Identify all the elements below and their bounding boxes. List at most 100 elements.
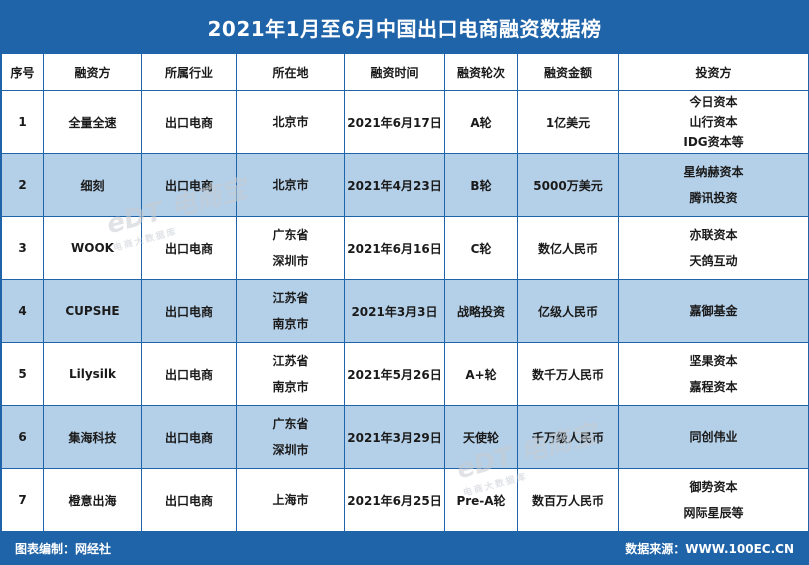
chart-credit: 图表编制：网经社 bbox=[15, 542, 112, 556]
investor-line: 御势资本 bbox=[689, 480, 738, 494]
column-header-industry: 所属行业 bbox=[141, 53, 237, 91]
table-title: 2021年1月至6月中国出口电商融资数据榜 bbox=[1, 1, 808, 53]
cell-amount: 亿级人民币 bbox=[517, 279, 619, 343]
cell-no: 2 bbox=[1, 153, 44, 217]
location-line: 广东省 bbox=[272, 228, 309, 242]
cell-investors: 亦联资本 天鸽互动 bbox=[618, 216, 808, 280]
cell-investors: 御势资本 网际星辰等 bbox=[618, 468, 808, 532]
cell-industry: 出口电商 bbox=[141, 279, 237, 343]
cell-company: Lilysilk bbox=[43, 342, 142, 406]
investor-line: 星纳赫资本 bbox=[683, 165, 744, 179]
cell-location: 江苏省 南京市 bbox=[236, 279, 345, 343]
location-line: 北京市 bbox=[272, 178, 309, 192]
cell-round: B轮 bbox=[444, 153, 518, 217]
cell-date: 2021年3月3日 bbox=[344, 279, 445, 343]
table-row: 6 集海科技 出口电商 广东省 深圳市 2021年3月29日 天使轮 千万级人民… bbox=[1, 405, 808, 469]
cell-amount: 1亿美元 bbox=[517, 90, 619, 154]
cell-round: C轮 bbox=[444, 216, 518, 280]
investor-line: 天鸽互动 bbox=[689, 254, 738, 268]
cell-investors: 同创伟业 bbox=[618, 405, 808, 469]
cell-round: A轮 bbox=[444, 90, 518, 154]
cell-industry: 出口电商 bbox=[141, 405, 237, 469]
cell-company: WOOK bbox=[43, 216, 142, 280]
table-row: 5 Lilysilk 出口电商 江苏省 南京市 2021年5月26日 A+轮 数… bbox=[1, 342, 808, 406]
cell-investors: 今日资本 山行资本 IDG资本等 bbox=[618, 90, 808, 154]
cell-date: 2021年3月29日 bbox=[344, 405, 445, 469]
location-line: 上海市 bbox=[272, 493, 309, 507]
table-row: 4 CUPSHE 出口电商 江苏省 南京市 2021年3月3日 战略投资 亿级人… bbox=[1, 279, 808, 343]
cell-no: 3 bbox=[1, 216, 44, 280]
cell-amount: 千万级人民币 bbox=[517, 405, 619, 469]
cell-amount: 数千万人民币 bbox=[517, 342, 619, 406]
cell-round: 天使轮 bbox=[444, 405, 518, 469]
investor-line: 同创伟业 bbox=[689, 430, 738, 444]
cell-location: 江苏省 南京市 bbox=[236, 342, 345, 406]
investor-line: 山行资本 bbox=[689, 115, 738, 129]
cell-amount: 数亿人民币 bbox=[517, 216, 619, 280]
column-header-investors: 投资方 bbox=[618, 53, 808, 91]
cell-industry: 出口电商 bbox=[141, 468, 237, 532]
cell-date: 2021年4月23日 bbox=[344, 153, 445, 217]
column-header-amount: 融资金额 bbox=[517, 53, 619, 91]
location-line: 深圳市 bbox=[272, 443, 309, 457]
investor-line: 亦联资本 bbox=[689, 228, 738, 242]
location-line: 深圳市 bbox=[272, 254, 309, 268]
location-line: 南京市 bbox=[272, 317, 309, 331]
table-row: 3 WOOK 出口电商 广东省 深圳市 2021年6月16日 C轮 数亿人民币 … bbox=[1, 216, 808, 280]
cell-company: 集海科技 bbox=[43, 405, 142, 469]
cell-date: 2021年5月26日 bbox=[344, 342, 445, 406]
cell-investors: 嘉御基金 bbox=[618, 279, 808, 343]
column-header-location: 所在地 bbox=[236, 53, 345, 91]
investor-line: 嘉御基金 bbox=[689, 304, 738, 318]
table-row: 1 全量全速 出口电商 北京市 2021年6月17日 A轮 1亿美元 今日资本 … bbox=[1, 90, 808, 154]
investor-line: 坚果资本 bbox=[689, 354, 738, 368]
location-line: 南京市 bbox=[272, 380, 309, 394]
cell-no: 1 bbox=[1, 90, 44, 154]
cell-date: 2021年6月16日 bbox=[344, 216, 445, 280]
cell-date: 2021年6月17日 bbox=[344, 90, 445, 154]
cell-round: A+轮 bbox=[444, 342, 518, 406]
footer-bar: 图表编制：网经社 数据来源：WWW.100EC.CN bbox=[1, 532, 808, 564]
cell-industry: 出口电商 bbox=[141, 216, 237, 280]
investor-line: 网际星辰等 bbox=[683, 506, 744, 520]
investor-line: 嘉程资本 bbox=[689, 380, 738, 394]
cell-round: 战略投资 bbox=[444, 279, 518, 343]
investor-line: 腾讯投资 bbox=[689, 191, 738, 205]
column-header-date: 融资时间 bbox=[344, 53, 445, 91]
cell-no: 4 bbox=[1, 279, 44, 343]
cell-location: 北京市 bbox=[236, 90, 345, 154]
location-line: 北京市 bbox=[272, 115, 309, 129]
column-header-company: 融资方 bbox=[43, 53, 142, 91]
cell-investors: 星纳赫资本 腾讯投资 bbox=[618, 153, 808, 217]
data-source: 数据来源：WWW.100EC.CN bbox=[625, 542, 794, 556]
location-line: 江苏省 bbox=[272, 354, 309, 368]
investor-line: IDG资本等 bbox=[683, 135, 744, 149]
cell-company: CUPSHE bbox=[43, 279, 142, 343]
column-header-no: 序号 bbox=[1, 53, 44, 91]
header-row: 序号 融资方 所属行业 所在地 融资时间 融资轮次 融资金额 投资方 bbox=[1, 53, 808, 91]
cell-location: 广东省 深圳市 bbox=[236, 405, 345, 469]
cell-amount: 数百万人民币 bbox=[517, 468, 619, 532]
cell-location: 上海市 bbox=[236, 468, 345, 532]
location-line: 广东省 bbox=[272, 417, 309, 431]
cell-company: 橙意出海 bbox=[43, 468, 142, 532]
cell-industry: 出口电商 bbox=[141, 90, 237, 154]
financing-table: 序号 融资方 所属行业 所在地 融资时间 融资轮次 融资金额 投资方 1 全量全… bbox=[1, 53, 808, 532]
cell-location: 广东省 深圳市 bbox=[236, 216, 345, 280]
cell-amount: 5000万美元 bbox=[517, 153, 619, 217]
cell-industry: 出口电商 bbox=[141, 342, 237, 406]
column-header-round: 融资轮次 bbox=[444, 53, 518, 91]
table-row: 7 橙意出海 出口电商 上海市 2021年6月25日 Pre-A轮 数百万人民币… bbox=[1, 468, 808, 532]
location-line: 江苏省 bbox=[272, 291, 309, 305]
cell-no: 6 bbox=[1, 405, 44, 469]
cell-date: 2021年6月25日 bbox=[344, 468, 445, 532]
cell-company: 全量全速 bbox=[43, 90, 142, 154]
table-row: 2 细刻 出口电商 北京市 2021年4月23日 B轮 5000万美元 星纳赫资… bbox=[1, 153, 808, 217]
cell-company: 细刻 bbox=[43, 153, 142, 217]
cell-investors: 坚果资本 嘉程资本 bbox=[618, 342, 808, 406]
cell-industry: 出口电商 bbox=[141, 153, 237, 217]
cell-no: 5 bbox=[1, 342, 44, 406]
cell-round: Pre-A轮 bbox=[444, 468, 518, 532]
investor-line: 今日资本 bbox=[689, 95, 738, 109]
